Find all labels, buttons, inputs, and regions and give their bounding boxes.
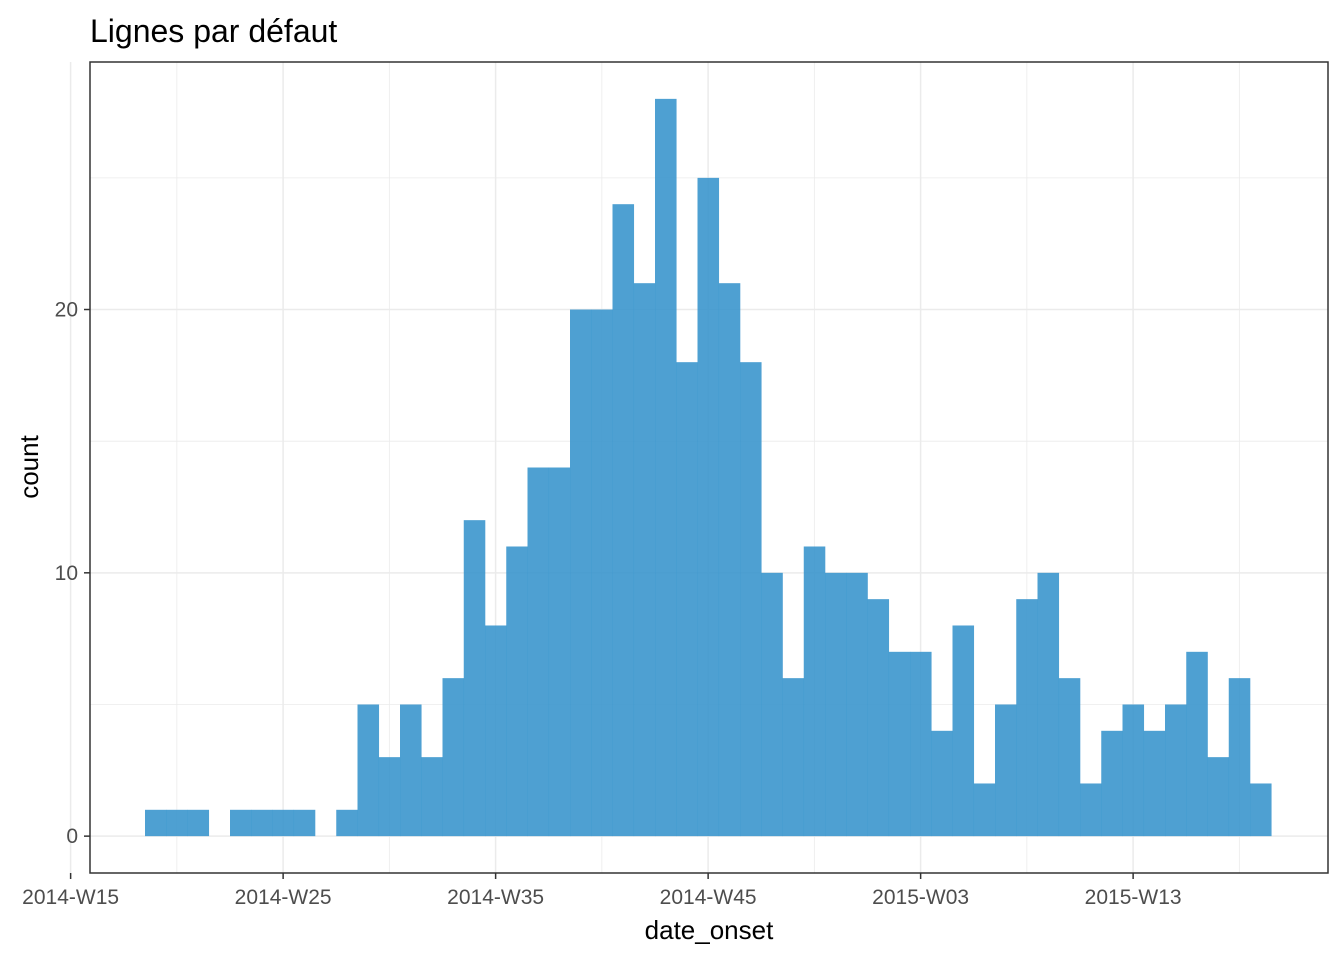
y-axis-title: count [14, 434, 44, 498]
x-axis-title: date_onset [645, 915, 774, 945]
x-tick-label: 2014-W25 [235, 886, 332, 909]
bar-2014-W22 [230, 809, 252, 837]
bar-2014-W35 [506, 546, 528, 837]
bar-2014-W52 [867, 599, 890, 837]
bar-2014-W40 [612, 204, 635, 837]
chart-title: Lignes par défaut [90, 13, 337, 49]
bar-2015-W12 [1122, 704, 1145, 837]
y-tick-label: 20 [55, 299, 78, 322]
x-tick-label: 2015-W13 [1085, 886, 1182, 909]
x-axis: 2014-W15 2014-W25 2014-W35 2014-W45 2015-W03… [22, 873, 1182, 909]
bar-2015-W01 [888, 651, 911, 837]
bar-2015-W09 [1058, 678, 1081, 837]
bar-2014-W23 [251, 809, 273, 837]
bar-2015-W05 [973, 783, 996, 837]
bar-2014-W20 [187, 809, 210, 837]
x-tick-label: 2015-W03 [872, 886, 969, 909]
bar-2014-W30 [400, 704, 422, 837]
bar-2015-W18 [1250, 783, 1272, 837]
bar-2014-W36 [527, 467, 550, 837]
bar-2015-W14 [1165, 704, 1187, 837]
bar-2014-W38 [570, 309, 592, 837]
y-tick-label: 0 [66, 825, 78, 848]
bar-2014-W51 [846, 572, 868, 837]
x-tick-label: 2014-W35 [447, 886, 544, 909]
bar-2014-W42 [655, 98, 677, 837]
bar-2014-W28 [357, 704, 380, 837]
x-tick-label: 2014-W15 [22, 886, 119, 909]
bar-2014-W37 [548, 467, 571, 837]
bar-2014-W43 [676, 362, 698, 837]
bar-2014-W29 [378, 757, 401, 837]
bar-2014-W33 [463, 520, 486, 837]
bar-2015-W13 [1143, 730, 1166, 837]
bar-2014-W46 [740, 362, 762, 837]
y-axis: 0 10 20 [55, 299, 90, 848]
bar-2015-W11 [1101, 730, 1123, 837]
bar-2014-W49 [803, 546, 826, 837]
bar-2014-W18 [145, 809, 167, 837]
bar-2015-W02 [910, 651, 932, 837]
bar-2015-W17 [1228, 678, 1251, 837]
bar-2014-W32 [442, 678, 465, 837]
bar-2014-W50 [825, 572, 847, 837]
bar-2015-W08 [1037, 572, 1060, 837]
bar-2015-W15 [1186, 651, 1208, 837]
bar-2014-W44 [697, 177, 720, 837]
bar-2014-W39 [591, 309, 613, 837]
bar-2015-W16 [1207, 757, 1230, 837]
bar-2015-W06 [995, 704, 1017, 837]
bar-2014-W25 [293, 809, 316, 837]
plot-border [89, 61, 1329, 874]
bar-2014-W19 [166, 809, 188, 837]
bar-2015-W04 [952, 625, 975, 837]
bar-2014-W27 [336, 809, 358, 837]
bar-2014-W48 [782, 678, 805, 837]
bar-2015-W03 [931, 730, 953, 837]
bar-2015-W10 [1080, 783, 1102, 837]
x-tick-label: 2014-W45 [660, 886, 757, 909]
bars [145, 98, 1272, 837]
bar-2015-W07 [1016, 599, 1038, 837]
bar-2014-W45 [718, 283, 741, 837]
bar-2014-W34 [485, 625, 507, 837]
bar-2014-W31 [421, 757, 443, 837]
y-tick-label: 10 [55, 562, 78, 585]
bar-2014-W24 [272, 809, 295, 837]
bar-2014-W47 [761, 572, 783, 837]
bar-2014-W41 [633, 283, 656, 837]
